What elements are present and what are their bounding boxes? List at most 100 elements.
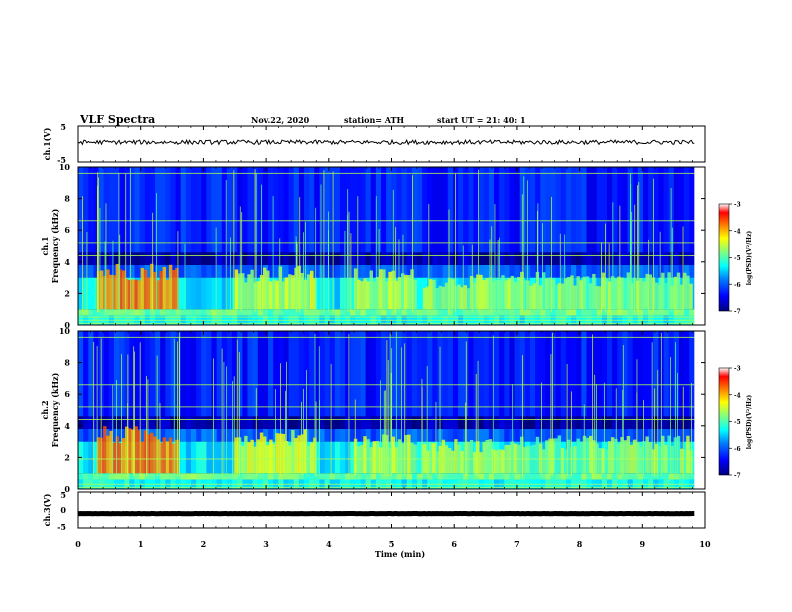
header-start-time: start UT = 21: 40: 1: [437, 115, 526, 125]
emission-burst-cell: [617, 276, 621, 310]
spectrogram-cell: [365, 167, 372, 253]
spectrogram-cell: [293, 167, 300, 253]
y-tick-label: 6: [64, 389, 70, 399]
emission-burst-cell: [670, 445, 674, 474]
spectrogram-cell: [555, 331, 562, 417]
spectrogram-cell: [458, 309, 464, 316]
spectrogram-cell: [653, 309, 659, 316]
spectrogram-cell: [165, 473, 171, 480]
spectrogram-cell: [155, 428, 161, 442]
spectrogram-cell: [504, 167, 510, 253]
spectrogram-cell: [391, 473, 397, 480]
emission-burst-cell: [604, 279, 609, 310]
spectrogram-cell: [375, 309, 382, 316]
spectrogram-cell: [648, 473, 654, 480]
emission-burst-cell: [146, 277, 151, 310]
emission-burst-cell: [570, 275, 574, 310]
spectrogram-cell: [108, 473, 115, 480]
spectrogram-cell: [124, 331, 130, 417]
emission-burst-cell: [610, 437, 615, 474]
spectrogram-cell: [632, 473, 639, 480]
spectrogram-cell: [196, 264, 202, 278]
emission-burst-cell: [507, 278, 511, 310]
spectrogram-cell: [499, 416, 505, 429]
emission-burst-cell: [598, 286, 602, 310]
spectrogram-cell: [283, 473, 289, 480]
emission-burst-cell: [150, 432, 154, 474]
spectrogram-cell: [468, 428, 474, 442]
emission-burst-cell: [585, 276, 590, 310]
figure-title: VLF Spectra: [79, 113, 155, 126]
spectrogram-cell: [247, 167, 254, 253]
spectrogram-cell: [247, 428, 254, 442]
spectrogram-cell: [334, 428, 341, 442]
time-axis: 0 1 2 3 4 5 6 7 8 9 10: [75, 126, 711, 549]
spectrogram-cell: [581, 252, 587, 265]
spectrogram-cell: [365, 473, 372, 480]
spectrogram-cell: [339, 252, 346, 265]
spectrogram-cell: [576, 428, 582, 442]
spectrogram-cell: [432, 428, 438, 442]
spectrogram-cell: [488, 416, 495, 429]
spectrogram-cell: [93, 277, 99, 310]
spectrogram-cell: [273, 473, 279, 480]
spectrogram-cell: [339, 264, 346, 278]
spectrogram-cell: [416, 252, 423, 265]
spectrogram-cell: [232, 416, 238, 429]
spectrogram-cell: [283, 331, 289, 417]
spectrogram-cell: [196, 277, 202, 310]
spectrogram-cell: [78, 428, 84, 442]
spectrogram-cell: [432, 473, 438, 480]
spectrogram-cell: [365, 252, 372, 265]
spectrogram-cell: [288, 331, 295, 417]
emission-burst-cell: [476, 274, 480, 310]
spectrogram-cell: [119, 309, 125, 316]
spectrogram-cell: [221, 441, 228, 474]
spectrogram-cell: [381, 252, 387, 265]
spectrogram-cell: [221, 331, 228, 417]
spectrogram-cell: [416, 428, 423, 442]
ch3v-tick-bottom: -5: [57, 522, 66, 532]
spectrogram-cell: [637, 331, 644, 417]
emission-burst-cell: [106, 435, 110, 474]
spectrogram-cell: [483, 309, 490, 316]
spectrogram-cell: [78, 331, 84, 417]
ch3v-tick-top: 5: [60, 490, 66, 500]
spectrogram-cell: [596, 473, 603, 480]
spectrogram-cell: [673, 416, 680, 429]
spectrogram-cell: [689, 264, 695, 278]
spectrogram-cell: [350, 473, 356, 480]
spectrogram-cell: [88, 167, 94, 253]
spectrogram-cell: [262, 416, 269, 429]
spectrogram-cell: [268, 309, 274, 316]
emission-burst-cell: [247, 442, 251, 474]
spectrogram-cell: [175, 428, 182, 442]
spectrogram-cell: [632, 252, 639, 265]
emission-burst-cell: [447, 277, 452, 310]
spectrogram-cell: [242, 167, 248, 253]
spectrogram-cell: [509, 264, 515, 278]
spectrogram-cell: [504, 264, 510, 278]
spectrogram-cell: [565, 167, 572, 253]
spectrogram-cell: [211, 167, 218, 253]
spectrogram-cell: [447, 428, 454, 442]
spectrogram-cell: [201, 252, 207, 265]
emission-burst-cell: [579, 441, 584, 474]
spectrogram-cell: [155, 252, 161, 265]
spectrogram-cell: [427, 167, 433, 253]
spectrogram-cell: [211, 428, 218, 442]
emission-burst-cell: [397, 439, 402, 474]
spectrogram-cell: [545, 252, 551, 265]
spectrogram-cell: [309, 473, 315, 480]
emission-burst-cell: [425, 286, 430, 310]
spectrogram-cell: [468, 416, 474, 429]
spectrogram-cell: [381, 416, 387, 429]
spectrogram-cell: [144, 309, 151, 316]
spectrogram-cell: [262, 473, 269, 480]
spectrogram-cell: [529, 473, 536, 480]
spectrogram-cell: [339, 416, 346, 429]
spectrogram-cell: [545, 264, 551, 278]
spectrogram-cell: [529, 167, 536, 253]
spectrogram-cell: [201, 428, 207, 442]
spectrogram-cell: [668, 473, 675, 480]
